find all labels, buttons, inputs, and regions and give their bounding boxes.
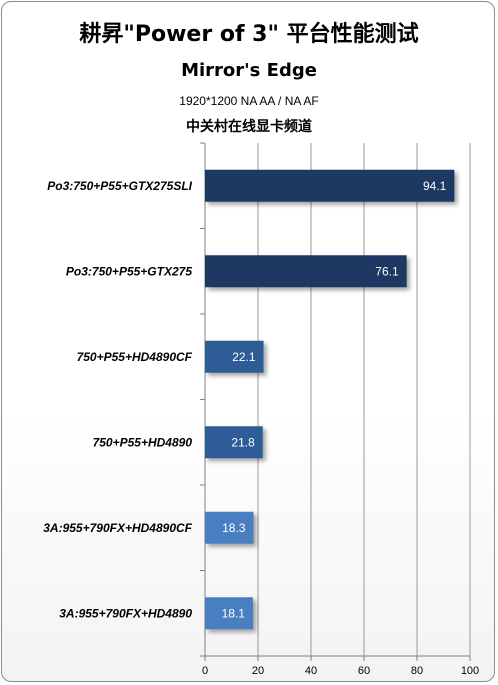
x-tick-label: 20 [252,665,264,677]
category-label: 750+P55+HD4890 [93,435,193,449]
category-label: 3A:955+790FX+HD4890 [59,606,192,620]
value-label: 76.1 [375,264,399,278]
chart-title: 耕昇"Power of 3" 平台性能测试 [79,22,419,47]
category-label: Po3:750+P55+GTX275SLI [47,179,192,193]
chart-setting: 1920*1200 NA AA / NA AF [179,94,319,108]
value-label: 18.1 [222,606,246,620]
category-labels: Po3:750+P55+GTX275SLI Po3:750+P55+GTX275 7… [43,179,192,621]
bar [205,426,263,459]
value-label: 21.8 [231,435,255,449]
bar [205,597,253,630]
value-label: 94.1 [423,179,447,193]
value-label: 22.1 [232,350,256,364]
value-label: 18.3 [222,521,246,535]
bars: 94.1 76.1 22.1 21.8 18.3 18.1 [205,169,455,630]
bar [205,511,254,544]
x-tick-label: 80 [411,665,423,677]
x-tick-label: 40 [305,665,317,677]
bar [205,169,455,202]
x-tick-label: 60 [358,665,370,677]
chart-subtitle: Mirror's Edge [181,60,317,81]
chart-source: 中关村在线显卡频道 [186,119,312,135]
grid-lines [257,143,471,656]
category-label: 3A:955+790FX+HD4890CF [43,521,192,535]
x-tick-label: 0 [202,665,208,677]
axes [200,142,471,661]
x-tick-labels: 0 20 40 60 80 100 [202,665,479,677]
bar [205,340,264,373]
bar [205,255,407,288]
category-label: 750+P55+HD4890CF [77,350,193,364]
category-label: Po3:750+P55+GTX275 [66,264,192,278]
x-tick-label: 100 [461,665,479,677]
